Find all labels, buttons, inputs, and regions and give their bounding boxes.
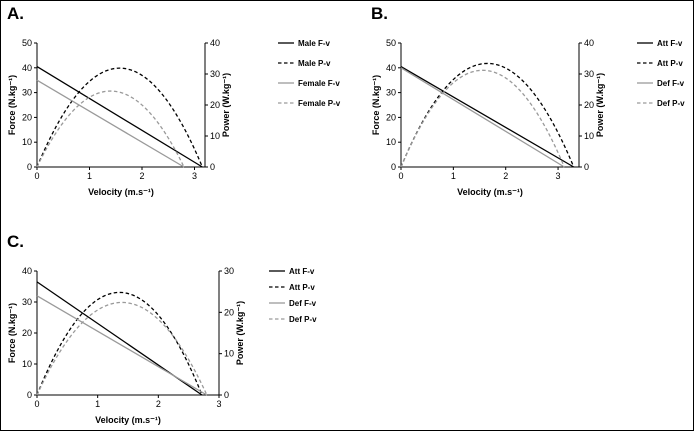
right-y-tick-label: 20	[584, 100, 594, 110]
left-y-axis-title: Force (N.kg⁻¹)	[7, 75, 17, 135]
x-tick-label: 1	[95, 399, 100, 409]
left-y-tick-label: 30	[22, 88, 32, 98]
legend-label: Def F-v	[657, 79, 685, 88]
x-tick-label: 1	[87, 171, 92, 181]
panel-label: A.	[7, 4, 24, 23]
x-tick-label: 2	[503, 171, 508, 181]
left-y-axis-title: Force (N.kg⁻¹)	[371, 75, 381, 135]
series-line-female-p-v	[36, 90, 185, 168]
right-y-tick-label: 0	[584, 162, 589, 172]
right-y-tick-label: 10	[210, 131, 220, 141]
x-tick-label: 0	[34, 171, 39, 181]
left-y-tick-label: 10	[386, 137, 396, 147]
series-line-def-f-v	[400, 67, 565, 168]
left-y-tick-label: 20	[386, 112, 396, 122]
right-y-axis-title: Power (W.kg⁻¹)	[221, 73, 231, 137]
left-y-tick-label: 10	[22, 359, 32, 369]
legend-label: Def P-v	[657, 99, 685, 108]
right-y-tick-label: 0	[224, 390, 229, 400]
series-line-att-f-v	[400, 65, 575, 168]
left-y-tick-label: 50	[22, 38, 32, 48]
x-tick-label: 3	[216, 399, 221, 409]
x-axis-title: Velocity (m.s⁻¹)	[95, 415, 161, 425]
x-tick-label: 1	[451, 171, 456, 181]
left-y-tick-label: 20	[22, 112, 32, 122]
legend-label: Male F-v	[298, 39, 331, 48]
series-line-male-f-v	[36, 66, 203, 168]
series-line-def-p-v	[36, 301, 208, 396]
series-line-male-p-v	[36, 67, 203, 168]
right-y-tick-label: 20	[210, 100, 220, 110]
left-y-tick-label: 10	[22, 137, 32, 147]
x-tick-label: 0	[398, 171, 403, 181]
x-tick-label: 0	[34, 399, 39, 409]
series-line-female-f-v	[36, 79, 185, 168]
legend-label: Female P-v	[298, 99, 341, 108]
left-y-tick-label: 30	[22, 297, 32, 307]
right-y-axis-title: Power (W.kg⁻¹)	[235, 301, 245, 365]
x-tick-label: 2	[156, 399, 161, 409]
left-y-tick-label: 0	[27, 390, 32, 400]
right-y-tick-label: 30	[210, 69, 220, 79]
series-line-def-f-v	[36, 295, 208, 396]
right-y-tick-label: 40	[210, 38, 220, 48]
legend-label: Male P-v	[298, 59, 331, 68]
left-y-tick-label: 0	[391, 162, 396, 172]
legend-label: Att P-v	[289, 283, 315, 292]
legend-label: Att F-v	[657, 39, 683, 48]
right-y-axis-title: Power (W.kg⁻¹)	[595, 73, 605, 137]
legend-label: Def F-v	[289, 299, 317, 308]
x-tick-label: 2	[139, 171, 144, 181]
x-tick-label: 3	[556, 171, 561, 181]
right-y-tick-label: 40	[584, 38, 594, 48]
series-line-att-p-v	[400, 62, 575, 168]
left-y-tick-label: 0	[27, 162, 32, 172]
series-line-att-p-v	[36, 291, 203, 396]
x-axis-title: Velocity (m.s⁻¹)	[457, 187, 523, 197]
legend-label: Att P-v	[657, 59, 683, 68]
x-tick-label: 3	[192, 171, 197, 181]
right-y-tick-label: 10	[584, 131, 594, 141]
left-y-tick-label: 40	[22, 63, 32, 73]
left-y-tick-label: 40	[22, 266, 32, 276]
right-y-tick-label: 30	[224, 266, 234, 276]
right-y-tick-label: 30	[584, 69, 594, 79]
legend-label: Female F-v	[298, 79, 340, 88]
right-y-tick-label: 10	[224, 349, 234, 359]
left-y-tick-label: 50	[386, 38, 396, 48]
legend-label: Def P-v	[289, 315, 317, 324]
x-axis-title: Velocity (m.s⁻¹)	[88, 187, 154, 197]
series-line-def-p-v	[400, 69, 565, 168]
right-y-tick-label: 20	[224, 307, 234, 317]
left-y-tick-label: 40	[386, 63, 396, 73]
legend-label: Att F-v	[289, 267, 315, 276]
right-y-tick-label: 0	[210, 162, 215, 172]
panel-label: B.	[371, 4, 388, 23]
left-y-tick-label: 30	[386, 88, 396, 98]
left-y-axis-title: Force (N.kg⁻¹)	[7, 303, 17, 363]
panel-label: C.	[7, 232, 24, 251]
left-y-tick-label: 20	[22, 328, 32, 338]
